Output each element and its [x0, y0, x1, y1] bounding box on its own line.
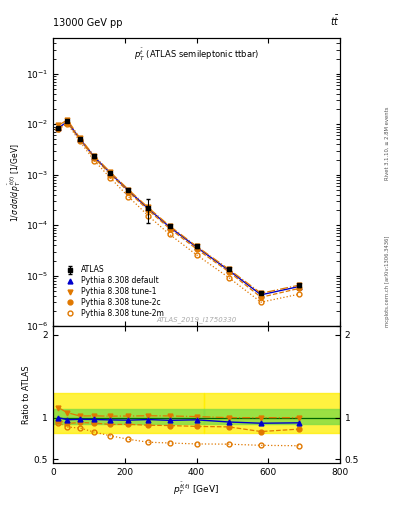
- Pythia 8.308 tune-1: [296, 282, 301, 288]
- Text: $t\bar{t}$: $t\bar{t}$: [330, 14, 340, 28]
- Line: Pythia 8.308 tune-2c: Pythia 8.308 tune-2c: [56, 120, 301, 300]
- Pythia 8.308 tune-2m: [296, 291, 301, 297]
- Pythia 8.308 tune-1: [56, 122, 61, 129]
- Pythia 8.308 tune-1: [65, 117, 70, 123]
- Pythia 8.308 tune-2m: [194, 252, 199, 258]
- Pythia 8.308 tune-1: [259, 290, 263, 296]
- Pythia 8.308 tune-1: [194, 243, 199, 249]
- Text: $p_T^{\bar{t}}$ (ATLAS semileptonic ttbar): $p_T^{\bar{t}}$ (ATLAS semileptonic ttba…: [134, 47, 259, 63]
- Y-axis label: $1 / \sigma\, d\sigma / d\, p_T^{\bar{t}(t)}$ [1/GeV]: $1 / \sigma\, d\sigma / d\, p_T^{\bar{t}…: [6, 143, 23, 222]
- Pythia 8.308 default: [126, 187, 131, 194]
- Line: Pythia 8.308 default: Pythia 8.308 default: [56, 119, 301, 297]
- Pythia 8.308 tune-2c: [194, 246, 199, 252]
- Pythia 8.308 tune-1: [77, 135, 82, 141]
- Pythia 8.308 tune-2m: [92, 158, 97, 164]
- Pythia 8.308 tune-2m: [108, 175, 113, 181]
- Pythia 8.308 tune-2m: [146, 212, 151, 219]
- Pythia 8.308 tune-2c: [146, 207, 151, 213]
- Pythia 8.308 default: [92, 154, 97, 160]
- Pythia 8.308 tune-2c: [296, 285, 301, 291]
- Pythia 8.308 tune-2c: [167, 225, 172, 231]
- Pythia 8.308 tune-2m: [56, 126, 61, 132]
- Pythia 8.308 default: [259, 292, 263, 298]
- Pythia 8.308 default: [296, 284, 301, 290]
- X-axis label: $p_T^{\bar{t}(t)}$ [GeV]: $p_T^{\bar{t}(t)}$ [GeV]: [173, 480, 220, 497]
- Text: mcplots.cern.ch [arXiv:1306.3436]: mcplots.cern.ch [arXiv:1306.3436]: [385, 236, 390, 327]
- Pythia 8.308 tune-2c: [108, 172, 113, 178]
- Pythia 8.308 default: [146, 205, 151, 211]
- Pythia 8.308 default: [167, 224, 172, 230]
- Pythia 8.308 default: [194, 244, 199, 250]
- Pythia 8.308 tune-2m: [167, 231, 172, 238]
- Pythia 8.308 tune-1: [108, 169, 113, 175]
- Pythia 8.308 tune-2c: [65, 120, 70, 126]
- Pythia 8.308 default: [226, 267, 231, 273]
- Pythia 8.308 tune-2m: [259, 299, 263, 305]
- Line: Pythia 8.308 tune-1: Pythia 8.308 tune-1: [56, 117, 301, 296]
- Pythia 8.308 default: [108, 170, 113, 176]
- Pythia 8.308 tune-2c: [259, 294, 263, 301]
- Pythia 8.308 default: [65, 119, 70, 125]
- Pythia 8.308 tune-2c: [77, 137, 82, 143]
- Pythia 8.308 tune-2m: [65, 121, 70, 127]
- Pythia 8.308 tune-2m: [126, 194, 131, 200]
- Pythia 8.308 tune-2c: [56, 125, 61, 132]
- Pythia 8.308 tune-2c: [226, 269, 231, 275]
- Text: Rivet 3.1.10, ≥ 2.8M events: Rivet 3.1.10, ≥ 2.8M events: [385, 106, 390, 180]
- Pythia 8.308 tune-2m: [226, 274, 231, 281]
- Text: 13000 GeV pp: 13000 GeV pp: [53, 18, 123, 28]
- Pythia 8.308 tune-1: [226, 266, 231, 272]
- Y-axis label: Ratio to ATLAS: Ratio to ATLAS: [22, 366, 31, 424]
- Text: ATLAS_2019_I1750330: ATLAS_2019_I1750330: [156, 316, 237, 324]
- Pythia 8.308 tune-2m: [77, 138, 82, 144]
- Pythia 8.308 tune-2c: [126, 189, 131, 195]
- Pythia 8.308 tune-2c: [92, 155, 97, 161]
- Line: Pythia 8.308 tune-2m: Pythia 8.308 tune-2m: [56, 121, 301, 305]
- Legend: ATLAS, Pythia 8.308 default, Pythia 8.308 tune-1, Pythia 8.308 tune-2c, Pythia 8: ATLAS, Pythia 8.308 default, Pythia 8.30…: [60, 264, 165, 319]
- Pythia 8.308 tune-1: [167, 223, 172, 229]
- Pythia 8.308 tune-1: [146, 204, 151, 210]
- Pythia 8.308 default: [77, 136, 82, 142]
- Pythia 8.308 tune-1: [92, 153, 97, 159]
- Pythia 8.308 tune-1: [126, 186, 131, 193]
- Pythia 8.308 default: [56, 125, 61, 131]
